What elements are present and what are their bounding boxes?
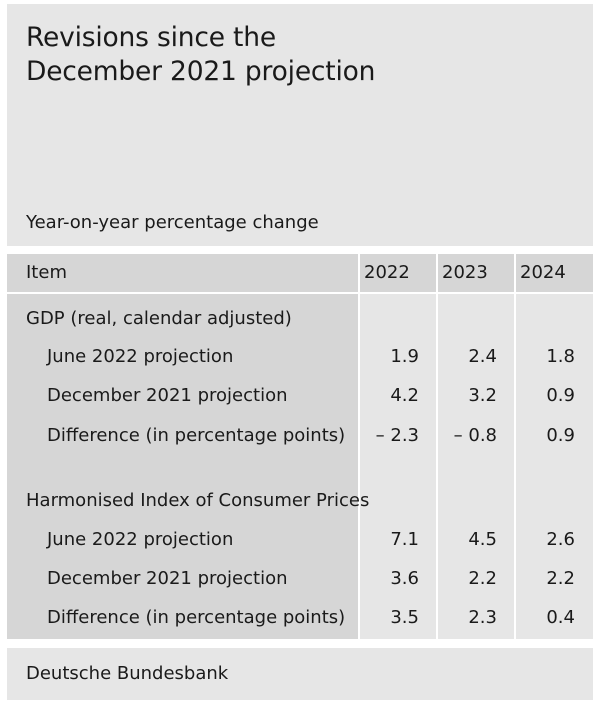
row-value: – 0.8	[453, 425, 497, 446]
row-value: 3.2	[468, 385, 497, 406]
header-year-cell: 2024	[516, 254, 593, 292]
year-2022-column	[360, 294, 436, 639]
row-label: June 2022 projection	[47, 346, 234, 367]
header-year-2022: 2022	[364, 262, 410, 283]
item-column	[7, 294, 358, 639]
row-value: 3.5	[390, 607, 419, 628]
header-year-cell: 2022	[360, 254, 436, 292]
row-value: 2.2	[468, 568, 497, 589]
row-value: 7.1	[390, 529, 419, 550]
section-heading-hicp: Harmonised Index of Consumer Prices	[26, 490, 370, 511]
row-label: December 2021 projection	[47, 385, 288, 406]
header-item-cell: Item	[7, 254, 358, 292]
header-year-cell: 2023	[438, 254, 514, 292]
row-value: – 2.3	[375, 425, 419, 446]
row-value: 1.8	[546, 346, 575, 367]
header-item-label: Item	[26, 262, 67, 283]
row-label: Difference (in percentage points)	[47, 607, 346, 628]
row-value: 4.5	[468, 529, 497, 550]
row-value: 2.4	[468, 346, 497, 367]
section-heading-gdp: GDP (real, calendar adjusted)	[26, 308, 292, 329]
source-note: Deutsche Bundesbank	[26, 663, 229, 684]
table-subtitle: Year-on-year percentage change	[26, 212, 319, 233]
header-year-2023: 2023	[442, 262, 488, 283]
title-panel: Revisions since the December 2021 projec…	[7, 4, 593, 246]
row-label: Difference (in percentage points)	[47, 425, 346, 446]
header-year-2024: 2024	[520, 262, 566, 283]
row-value: 0.4	[546, 607, 575, 628]
row-value: 1.9	[390, 346, 419, 367]
row-value: 2.3	[468, 607, 497, 628]
row-value: 0.9	[546, 425, 575, 446]
year-2024-column	[516, 294, 593, 639]
source-panel: Deutsche Bundesbank	[7, 648, 593, 700]
row-label: June 2022 projection	[47, 529, 234, 550]
row-value: 3.6	[390, 568, 419, 589]
row-label: December 2021 projection	[47, 568, 288, 589]
row-value: 4.2	[390, 385, 419, 406]
row-value: 2.6	[546, 529, 575, 550]
table-title: Revisions since the December 2021 projec…	[26, 22, 376, 87]
row-value: 0.9	[546, 385, 575, 406]
year-2023-column	[438, 294, 514, 639]
row-value: 2.2	[546, 568, 575, 589]
